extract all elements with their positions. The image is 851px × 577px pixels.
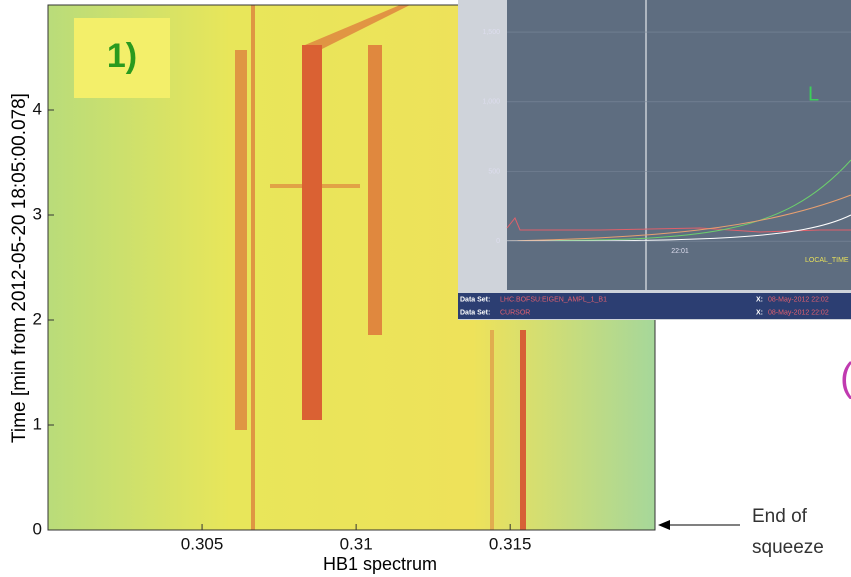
data-set-row <box>458 293 851 306</box>
series-line <box>506 194 851 242</box>
panel-label: 1) <box>107 37 137 75</box>
inset-plot <box>507 0 851 290</box>
data-set-row <box>458 306 851 319</box>
spectral-lines <box>235 5 526 530</box>
data-set-name: LHC.BOFSU:EIGEN_AMPL_1_B1 <box>500 296 607 303</box>
y-tick-label: 0 <box>496 238 500 245</box>
y-tick-label: 500 <box>488 168 500 175</box>
x-value: 08-May-2012 22:02 <box>768 309 829 316</box>
annotation: squeeze <box>752 537 824 558</box>
data-set-key: Data Set: <box>460 296 490 303</box>
x-key: X: <box>756 309 763 316</box>
annotation: End of <box>752 506 808 527</box>
series-line <box>506 217 851 233</box>
y-tick-label: 1,500 <box>482 29 500 36</box>
x-tick-label: 0.315 <box>489 534 532 553</box>
y-tick-label: 2 <box>33 309 42 328</box>
series-label: L <box>808 83 819 105</box>
decoration: ( <box>840 356 851 400</box>
y-tick-label: 4 <box>33 99 42 118</box>
x-axis-label: HB1 spectrum <box>323 554 437 574</box>
series-line <box>506 214 851 242</box>
x-tick-label: 0.31 <box>340 534 373 553</box>
arrow-head <box>658 520 670 530</box>
y-axis-label: Time [min from 2012-05-20 18:05:00.078] <box>9 93 30 443</box>
y-tick-label: 0 <box>33 519 42 538</box>
data-set-key: Data Set: <box>460 309 490 316</box>
x-tick-label: 0.305 <box>181 534 224 553</box>
y-tick-label: 1,000 <box>482 99 500 106</box>
panel-label-box <box>74 18 170 98</box>
x-value: 08-May-2012 22:02 <box>768 296 829 303</box>
x-tick-label: 22:01 <box>671 248 689 255</box>
x-key: X: <box>756 296 763 303</box>
inset: L LOCAL_TIME 22:01 0 500 1,000 1,500 Data Se… <box>458 0 851 320</box>
y-tick-label: 1 <box>33 414 42 433</box>
y-tick-label: 3 <box>33 204 42 223</box>
x-axis-label: LOCAL_TIME <box>805 257 849 264</box>
data-set-name: CURSOR <box>500 309 530 316</box>
